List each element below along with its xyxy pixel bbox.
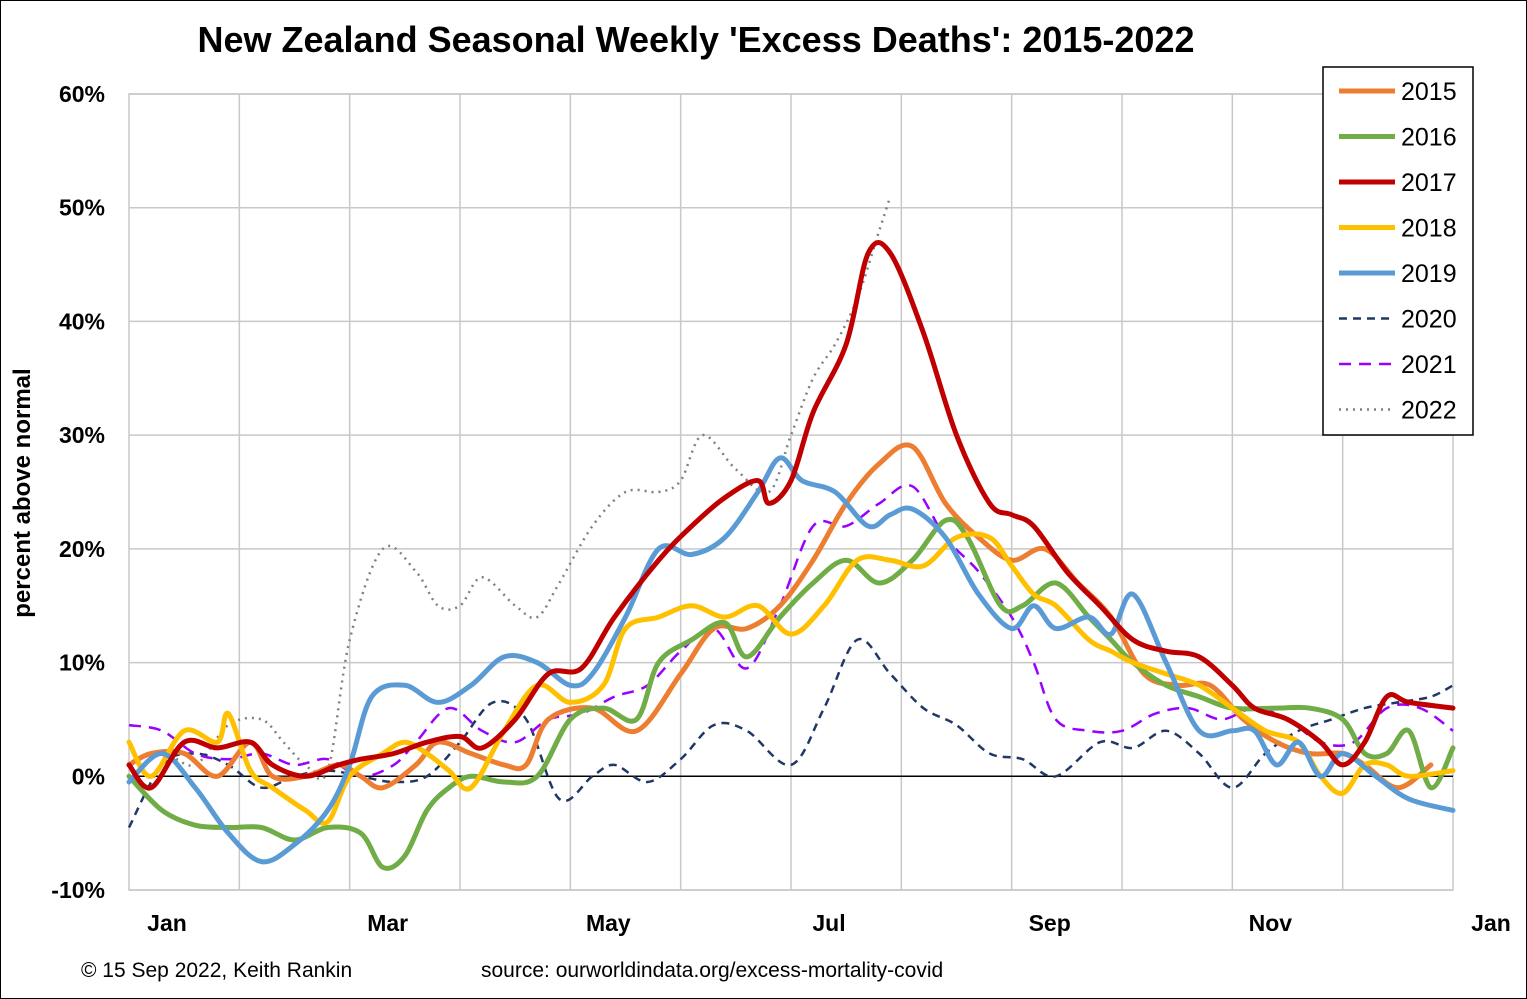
copyright-credit: © 15 Sep 2022, Keith Rankin	[81, 959, 353, 982]
x-tick-label: Sep	[1029, 910, 1071, 936]
series-line-2017	[126, 240, 1456, 791]
gridlines	[128, 93, 1454, 891]
x-tick-label: Jan	[147, 910, 187, 936]
chart-title: New Zealand Seasonal Weekly 'Excess Deat…	[197, 19, 1195, 60]
y-tick-label: 50%	[59, 195, 105, 221]
legend-label-2021: 2021	[1401, 351, 1457, 379]
plot-area-border	[128, 93, 1454, 891]
x-tick-label: May	[586, 910, 631, 936]
legend-box	[1322, 66, 1474, 436]
y-tick-label: 10%	[59, 650, 105, 676]
series-line-2018	[126, 531, 1456, 826]
series-line-2022	[128, 195, 892, 781]
x-tick-label: Nov	[1249, 910, 1293, 936]
y-tick-label: 20%	[59, 536, 105, 562]
legend-label-2022: 2022	[1401, 397, 1457, 425]
x-tick-label: Jul	[812, 910, 845, 936]
legend: 2015 2016 2017 2018 2019 2020 2021 2022	[1322, 66, 1474, 436]
x-tick-label: Jan	[1471, 910, 1511, 936]
legend-label-2018: 2018	[1401, 215, 1457, 243]
y-tick-labels: 60% 50% 40% 30% 20% 10% 0% -10%	[51, 81, 105, 903]
legend-label-2015: 2015	[1401, 78, 1457, 106]
x-tick-label: Mar	[367, 910, 408, 936]
series-line-2020	[127, 637, 1454, 829]
y-tick-label: 30%	[59, 422, 105, 448]
y-tick-label: 60%	[59, 81, 105, 107]
legend-label-2019: 2019	[1401, 260, 1457, 288]
legend-label-2020: 2020	[1401, 306, 1457, 334]
legend-label-2016: 2016	[1401, 124, 1457, 152]
x-tick-labels: Jan Mar May Jul Sep Nov Jan	[147, 910, 1511, 936]
source-note: source: ourworldindata.org/excess-mortal…	[481, 959, 944, 982]
y-tick-label: 0%	[72, 763, 105, 789]
y-tick-label: 40%	[59, 308, 105, 334]
series-lines	[126, 195, 1456, 871]
legend-label-2017: 2017	[1401, 169, 1457, 197]
y-tick-label: -10%	[51, 877, 105, 903]
series-line-2019	[126, 455, 1456, 865]
